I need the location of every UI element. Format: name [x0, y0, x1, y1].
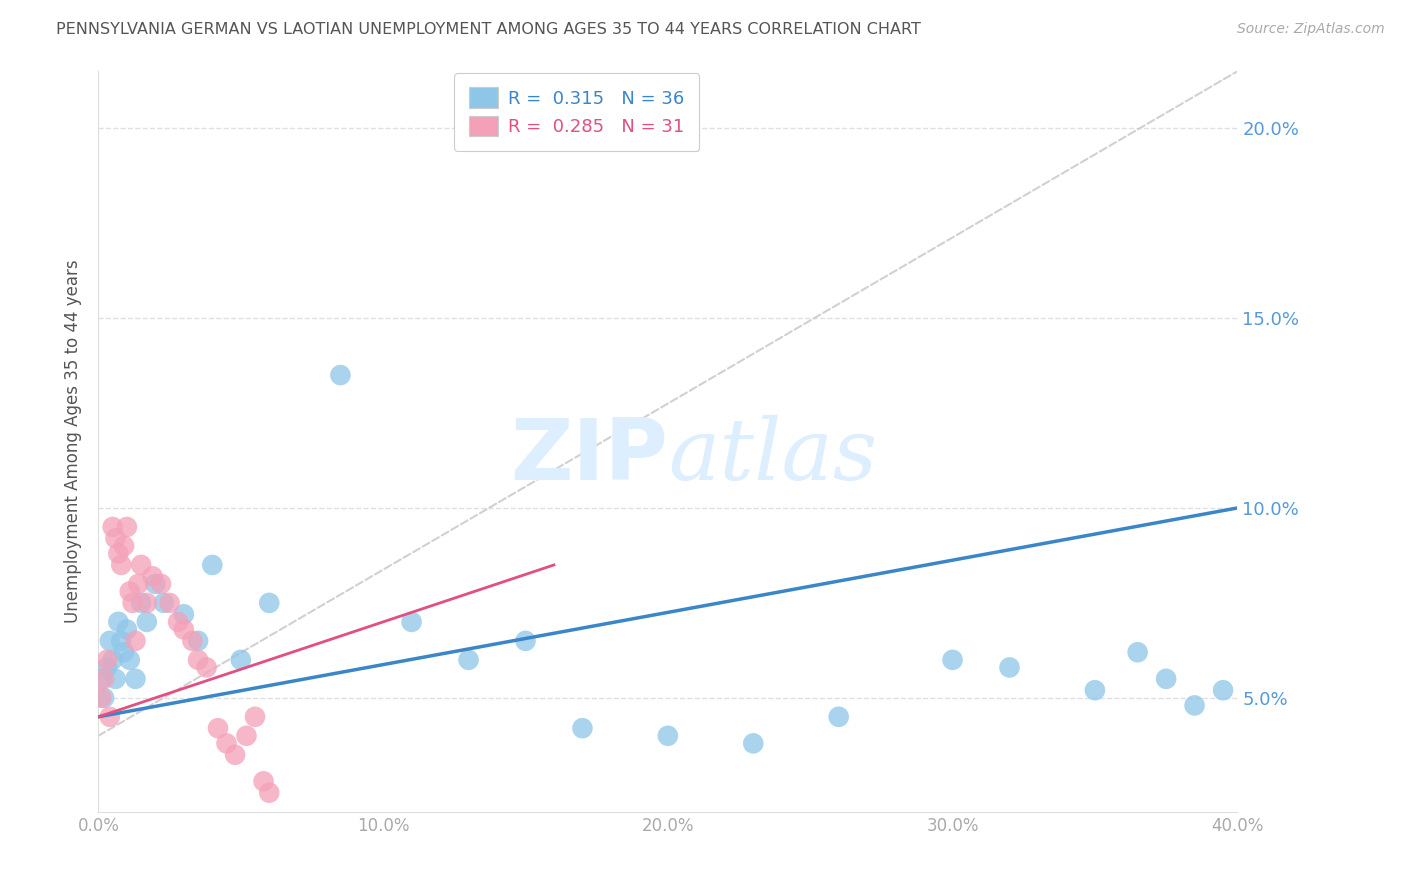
Point	[115, 623, 138, 637]
Point	[141, 569, 163, 583]
Point	[98, 633, 121, 648]
Point	[1126, 645, 1149, 659]
Text: PENNSYLVANIA GERMAN VS LAOTIAN UNEMPLOYMENT AMONG AGES 35 TO 44 YEARS CORRELATIO: PENNSYLVANIA GERMAN VS LAOTIAN UNEMPLOYM…	[56, 22, 921, 37]
Text: atlas: atlas	[668, 415, 877, 498]
Point	[998, 660, 1021, 674]
Point	[110, 558, 132, 572]
Point	[181, 633, 204, 648]
Point	[107, 547, 129, 561]
Legend: Pennsylvania Germans, Laotians: Pennsylvania Germans, Laotians	[364, 880, 789, 892]
Point	[135, 596, 157, 610]
Point	[329, 368, 352, 383]
Point	[201, 558, 224, 572]
Point	[195, 660, 218, 674]
Text: ZIP: ZIP	[510, 415, 668, 498]
Point	[124, 633, 146, 648]
Point	[115, 520, 138, 534]
Y-axis label: Unemployment Among Ages 35 to 44 years: Unemployment Among Ages 35 to 44 years	[65, 260, 83, 624]
Point	[252, 774, 274, 789]
Point	[107, 615, 129, 629]
Point	[150, 577, 173, 591]
Point	[173, 623, 195, 637]
Point	[112, 539, 135, 553]
Point	[457, 653, 479, 667]
Point	[93, 690, 115, 705]
Point	[224, 747, 246, 762]
Point	[187, 633, 209, 648]
Point	[153, 596, 176, 610]
Point	[243, 710, 266, 724]
Point	[173, 607, 195, 622]
Point	[90, 690, 112, 705]
Point	[515, 633, 537, 648]
Point	[101, 653, 124, 667]
Point	[828, 710, 851, 724]
Point	[129, 558, 152, 572]
Point	[101, 520, 124, 534]
Point	[118, 584, 141, 599]
Text: Source: ZipAtlas.com: Source: ZipAtlas.com	[1237, 22, 1385, 37]
Point	[571, 721, 593, 735]
Point	[942, 653, 965, 667]
Point	[259, 786, 281, 800]
Point	[145, 577, 167, 591]
Point	[1154, 672, 1177, 686]
Point	[1212, 683, 1234, 698]
Point	[98, 710, 121, 724]
Point	[235, 729, 257, 743]
Point	[121, 596, 143, 610]
Point	[129, 596, 152, 610]
Point	[657, 729, 679, 743]
Point	[742, 736, 765, 750]
Point	[1084, 683, 1107, 698]
Point	[127, 577, 149, 591]
Point	[229, 653, 252, 667]
Point	[401, 615, 423, 629]
Point	[104, 532, 127, 546]
Point	[104, 672, 127, 686]
Point	[112, 645, 135, 659]
Point	[1184, 698, 1206, 713]
Point	[96, 660, 118, 674]
Point	[167, 615, 190, 629]
Point	[207, 721, 229, 735]
Point	[96, 653, 118, 667]
Point	[159, 596, 181, 610]
Point	[90, 672, 112, 686]
Point	[187, 653, 209, 667]
Point	[110, 633, 132, 648]
Point	[215, 736, 238, 750]
Point	[135, 615, 157, 629]
Point	[93, 672, 115, 686]
Point	[124, 672, 146, 686]
Point	[259, 596, 281, 610]
Point	[118, 653, 141, 667]
